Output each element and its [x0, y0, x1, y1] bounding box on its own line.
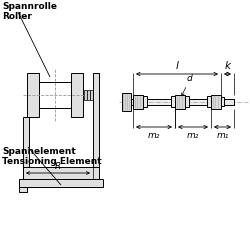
Text: m₂: m₂ [187, 131, 199, 140]
Bar [19, 187, 27, 192]
Text: Spannelement
Tensioning Element: Spannelement Tensioning Element [2, 147, 102, 167]
Bar [19, 179, 103, 187]
Bar [133, 95, 143, 109]
Bar [23, 117, 29, 167]
Bar [23, 167, 99, 179]
Bar [224, 99, 234, 105]
Bar [143, 96, 147, 107]
Text: l: l [176, 61, 178, 71]
Text: m₂: m₂ [148, 131, 160, 140]
Text: k: k [224, 61, 230, 71]
Text: m₁: m₁ [216, 131, 229, 140]
Bar [84, 90, 86, 100]
Text: Spannrolle
Roller: Spannrolle Roller [2, 2, 57, 21]
Bar [39, 82, 71, 108]
Text: R: R [55, 162, 61, 171]
Bar [90, 90, 92, 100]
Bar [122, 93, 131, 111]
Bar [93, 73, 99, 167]
Text: d: d [186, 74, 192, 83]
Bar [171, 96, 175, 107]
Bar [87, 90, 90, 100]
Bar [131, 99, 234, 105]
Bar [175, 95, 185, 109]
Bar [27, 73, 39, 117]
Bar [71, 73, 83, 117]
Bar [221, 97, 224, 106]
Bar [211, 95, 221, 109]
Bar [185, 96, 189, 107]
Bar [207, 96, 211, 107]
